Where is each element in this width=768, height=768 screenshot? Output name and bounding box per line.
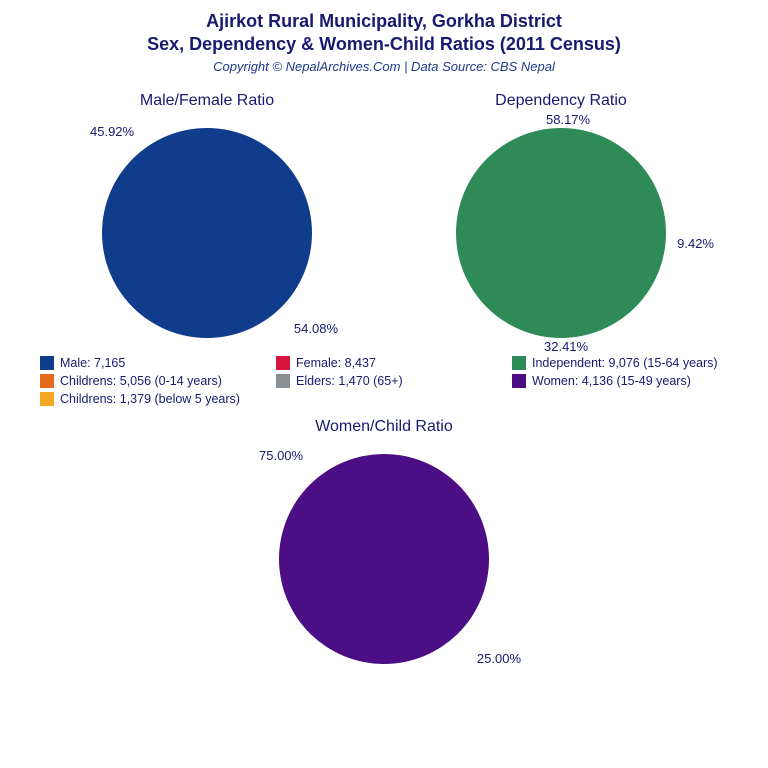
chart1-pie	[102, 128, 312, 338]
bottom-chart-row: Women/Child Ratio 75.00% 25.00%	[0, 418, 768, 674]
legend: Male: 7,165 Female: 8,437 Independent: 9,0…	[0, 348, 768, 406]
legend-text: Elders: 1,470 (65+)	[296, 374, 403, 388]
top-charts-row: Male/Female Ratio 45.92% 54.08% Dependen…	[0, 92, 768, 348]
legend-text: Women: 4,136 (15-49 years)	[532, 374, 691, 388]
chart2-pie	[456, 128, 666, 338]
legend-text: Childrens: 1,379 (below 5 years)	[60, 392, 240, 406]
legend-item: Women: 4,136 (15-49 years)	[512, 374, 728, 388]
page-title-line1: Ajirkot Rural Municipality, Gorkha Distr…	[0, 10, 768, 33]
chart-dependency: Dependency Ratio 58.17% 9.42% 32.41%	[436, 92, 686, 348]
page-title-line2: Sex, Dependency & Women-Child Ratios (20…	[0, 33, 768, 56]
legend-item: Female: 8,437	[276, 356, 492, 370]
legend-item: Elders: 1,470 (65+)	[276, 374, 492, 388]
chart-women-child: Women/Child Ratio 75.00% 25.00%	[259, 418, 509, 674]
chart3-label-children: 25.00%	[477, 651, 521, 666]
legend-swatch	[40, 356, 54, 370]
legend-swatch	[276, 356, 290, 370]
chart1-pie-wrap: 45.92% 54.08%	[82, 118, 332, 348]
legend-swatch	[40, 374, 54, 388]
chart2-label-children: 32.41%	[544, 339, 588, 354]
legend-item: Independent: 9,076 (15-64 years)	[512, 356, 728, 370]
chart3-title: Women/Child Ratio	[315, 418, 453, 436]
chart2-title: Dependency Ratio	[495, 92, 627, 110]
header: Ajirkot Rural Municipality, Gorkha Distr…	[0, 0, 768, 74]
chart3-pie-wrap: 75.00% 25.00%	[259, 444, 509, 674]
legend-swatch	[512, 374, 526, 388]
chart1-label-male: 45.92%	[90, 124, 134, 139]
legend-text: Female: 8,437	[296, 356, 376, 370]
chart2-label-independent: 58.17%	[546, 112, 590, 127]
legend-swatch	[512, 356, 526, 370]
legend-text: Childrens: 5,056 (0-14 years)	[60, 374, 222, 388]
chart-male-female: Male/Female Ratio 45.92% 54.08%	[82, 92, 332, 348]
chart1-title: Male/Female Ratio	[140, 92, 274, 110]
copyright-text: Copyright © NepalArchives.Com | Data Sou…	[0, 59, 768, 74]
legend-text: Male: 7,165	[60, 356, 125, 370]
chart2-label-elders: 9.42%	[677, 236, 714, 251]
chart3-label-women: 75.00%	[259, 448, 303, 463]
legend-swatch	[40, 392, 54, 406]
legend-item: Male: 7,165	[40, 356, 256, 370]
legend-item: Childrens: 1,379 (below 5 years)	[40, 392, 256, 406]
legend-swatch	[276, 374, 290, 388]
legend-item: Childrens: 5,056 (0-14 years)	[40, 374, 256, 388]
legend-text: Independent: 9,076 (15-64 years)	[532, 356, 718, 370]
chart3-pie	[279, 454, 489, 664]
chart2-pie-wrap: 58.17% 9.42% 32.41%	[436, 118, 686, 348]
chart1-label-female: 54.08%	[294, 321, 338, 336]
